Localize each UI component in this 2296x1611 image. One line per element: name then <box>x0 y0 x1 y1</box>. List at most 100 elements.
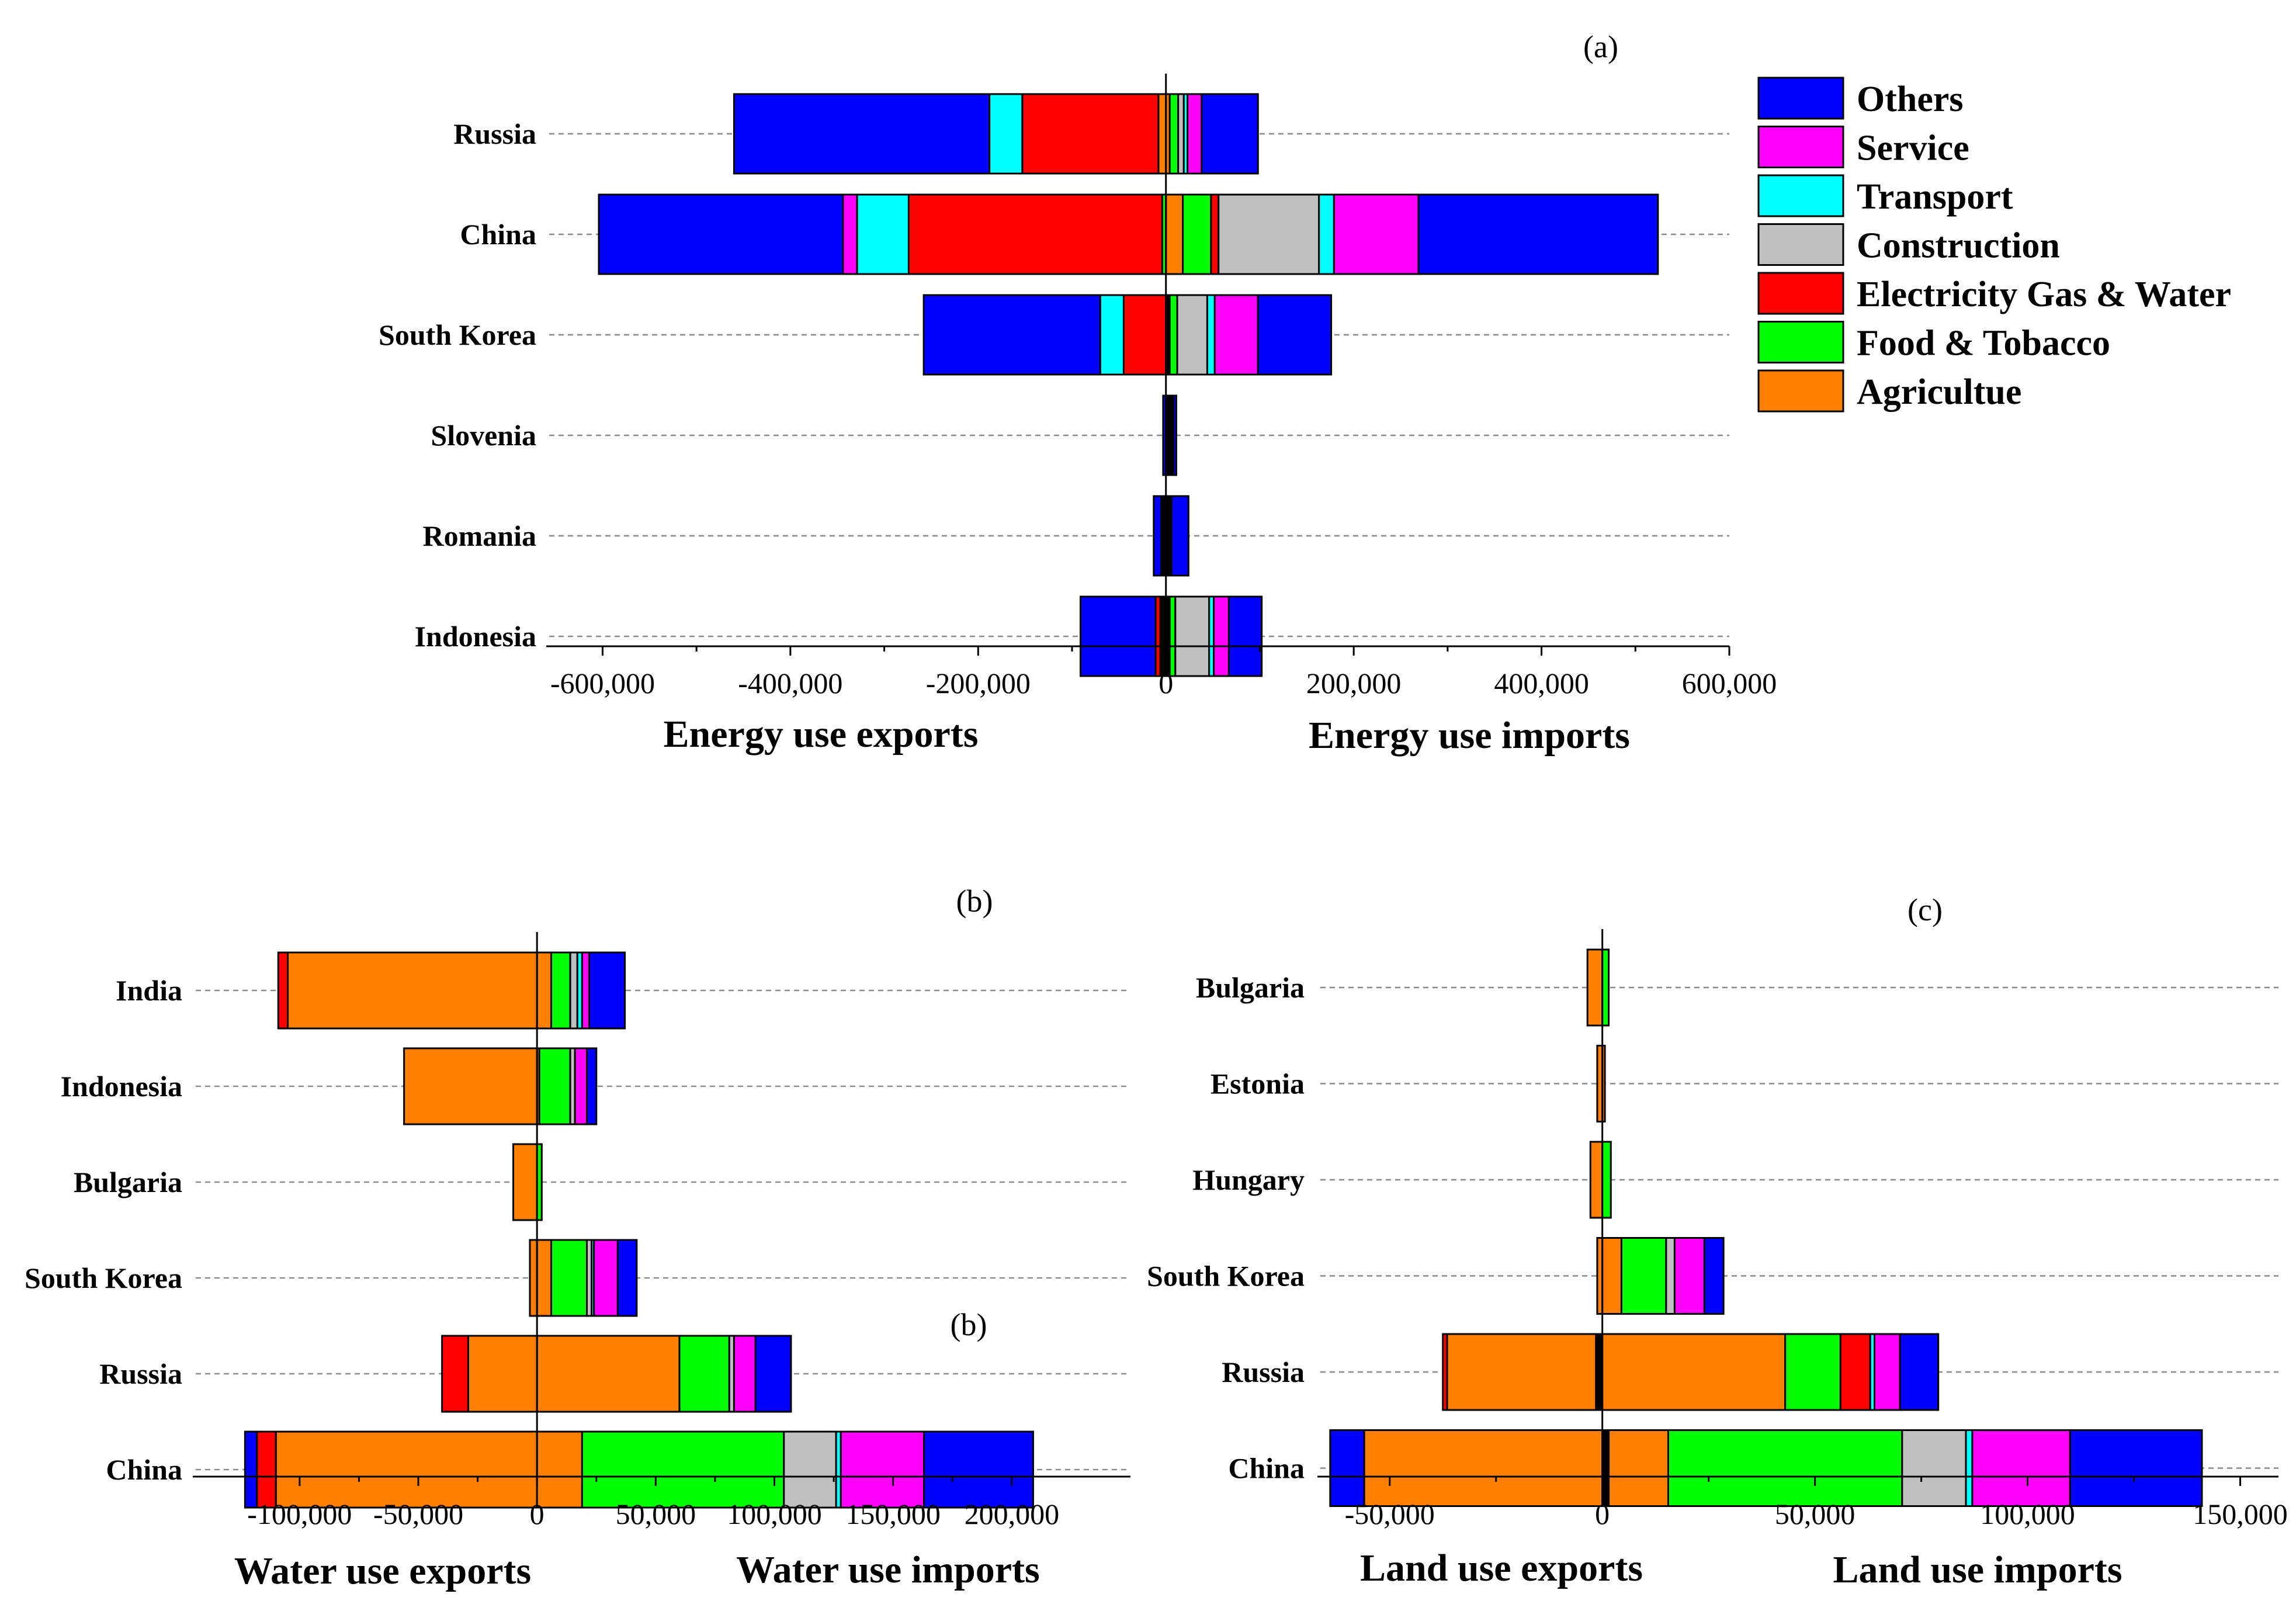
energy-china-import-others <box>1417 193 1659 275</box>
land-bar-estonia <box>1596 1045 1606 1122</box>
energy-tick-label: -600,000 <box>550 667 655 699</box>
land-russia-import-food-tobacco <box>1784 1333 1841 1411</box>
water-chart: (b) (b) Water use exports Water use impo… <box>25 884 1130 1592</box>
land-category-hungary: Hungary <box>1192 1163 1305 1196</box>
energy-tick-label: 400,000 <box>1494 667 1589 699</box>
water-china-export-electricity-gas-water <box>256 1430 277 1509</box>
water-russia-import-service <box>733 1335 757 1413</box>
legend-label-others: Others <box>1857 79 1964 119</box>
water-tick-label: 100,000 <box>727 1498 822 1530</box>
legend-swatch-electricity-gas-water <box>1757 272 1844 315</box>
water-tick-label: 200,000 <box>965 1498 1060 1530</box>
water-indonesia-export-agricultue <box>403 1047 538 1125</box>
land-bulgaria-export-agricultue <box>1586 948 1604 1027</box>
panel-label-b: (b) <box>956 884 993 919</box>
land-chart: (c) Land use exports Land use imports Bu… <box>1147 892 2288 1591</box>
energy-south-korea-import-others <box>1257 294 1333 376</box>
energy-indonesia-export-others <box>1079 595 1157 677</box>
energy-china-export-transport <box>856 193 910 275</box>
energy-tick-label: -400,000 <box>738 667 842 699</box>
water-china-import-food-tobacco <box>581 1430 785 1509</box>
water-bar-russia <box>441 1335 792 1413</box>
energy-category-slovenia: Slovenia <box>431 419 536 452</box>
water-china-import-agricultue <box>536 1430 583 1509</box>
water-south-korea-import-others <box>616 1239 638 1317</box>
water-tick-label: 150,000 <box>845 1498 941 1530</box>
energy-category-russia: Russia <box>453 117 536 150</box>
energy-china-export-electricity-gas-water <box>907 193 1163 275</box>
land-bar-bulgaria <box>1586 948 1610 1027</box>
energy-imports-label: Energy use imports <box>1309 714 1630 757</box>
energy-russia-export-agricultue <box>1157 93 1167 175</box>
water-tick-label: -100,000 <box>247 1498 352 1530</box>
energy-bar-romania <box>1153 495 1189 577</box>
land-russia-import-agricultue <box>1601 1333 1787 1411</box>
land-bar-south-korea <box>1596 1237 1725 1315</box>
energy-romania-import-others <box>1170 495 1189 577</box>
land-south-korea-import-others <box>1703 1237 1725 1315</box>
land-china-import-others <box>2069 1429 2203 1507</box>
water-tick-label: 50,000 <box>616 1498 696 1530</box>
land-hungary-export-agricultue <box>1589 1141 1604 1219</box>
water-bar-south-korea <box>529 1239 638 1317</box>
legend-label-electricity-gas-water: Electricity Gas & Water <box>1857 275 2231 314</box>
land-china-export-others <box>1329 1429 1365 1507</box>
water-category-bulgaria: Bulgaria <box>74 1166 182 1198</box>
energy-bar-slovenia <box>1162 394 1177 476</box>
legend: Others Service Transport Construction Electr… <box>1757 77 2231 413</box>
water-category-russia: Russia <box>99 1357 182 1390</box>
panel-label-b-repeat: (b) <box>951 1307 987 1342</box>
energy-china-import-service <box>1333 193 1420 275</box>
land-tick-label: -50,000 <box>1345 1498 1435 1530</box>
legend-label-transport: Transport <box>1857 177 2013 217</box>
land-china-import-unlisted <box>1601 1429 1610 1507</box>
water-indonesia-import-service <box>574 1047 588 1125</box>
energy-slovenia-import-unlisted <box>1165 394 1175 476</box>
land-russia-export-unlisted <box>1595 1333 1604 1411</box>
energy-tick-label: 600,000 <box>1682 667 1777 699</box>
energy-russia-import-service <box>1187 93 1203 175</box>
water-south-korea-import-agricultue <box>536 1239 553 1317</box>
water-south-korea-export-agricultue <box>529 1239 538 1317</box>
legend-swatch-food-tobacco <box>1757 321 1844 363</box>
water-india-import-agricultue <box>536 951 553 1030</box>
energy-bar-indonesia <box>1079 595 1263 677</box>
water-tick-label: 0 <box>530 1498 544 1530</box>
legend-swatch-construction <box>1757 223 1844 266</box>
energy-china-import-construction <box>1218 193 1320 275</box>
energy-china-import-food-tobacco <box>1182 193 1212 275</box>
energy-russia-export-electricity-gas-water <box>1021 93 1160 175</box>
water-category-china: China <box>106 1453 182 1486</box>
land-hungary-import-food-tobacco <box>1601 1141 1612 1219</box>
legend-swatch-transport <box>1757 174 1844 217</box>
water-russia-import-agricultue <box>536 1335 681 1413</box>
water-category-india: India <box>116 974 182 1007</box>
energy-russia-import-food-tobacco <box>1168 93 1180 175</box>
water-china-export-others <box>244 1430 258 1509</box>
land-bulgaria-import-food-tobacco <box>1601 948 1610 1027</box>
water-bar-india <box>277 951 626 1030</box>
legend-swatch-agricultue <box>1757 369 1844 413</box>
energy-category-indonesia: Indonesia <box>415 620 536 653</box>
land-russia-export-agricultue <box>1446 1333 1597 1411</box>
energy-category-china: China <box>460 218 536 251</box>
energy-tick-label: -200,000 <box>926 667 1031 699</box>
legend-label-agricultue: Agricultue <box>1857 372 2021 412</box>
land-south-korea-import-service <box>1673 1237 1705 1315</box>
water-china-import-construction <box>783 1430 837 1509</box>
energy-category-south-korea: South Korea <box>379 318 536 351</box>
energy-bar-south-korea <box>922 294 1333 376</box>
panel-label-c: (c) <box>1907 892 1943 927</box>
water-russia-import-food-tobacco <box>678 1335 730 1413</box>
water-india-import-food-tobacco <box>550 951 571 1030</box>
water-india-import-service <box>581 951 591 1030</box>
energy-exports-label: Energy use exports <box>664 713 979 756</box>
water-india-export-electricity-gas-water <box>277 951 289 1030</box>
water-indonesia-import-food-tobacco <box>538 1047 571 1125</box>
energy-bar-china <box>598 193 1659 275</box>
water-bulgaria-export-agricultue <box>512 1143 538 1221</box>
land-china-import-food-tobacco <box>1667 1429 1903 1507</box>
energy-china-import-agricultue <box>1165 193 1184 275</box>
legend-label-service: Service <box>1857 129 1969 168</box>
